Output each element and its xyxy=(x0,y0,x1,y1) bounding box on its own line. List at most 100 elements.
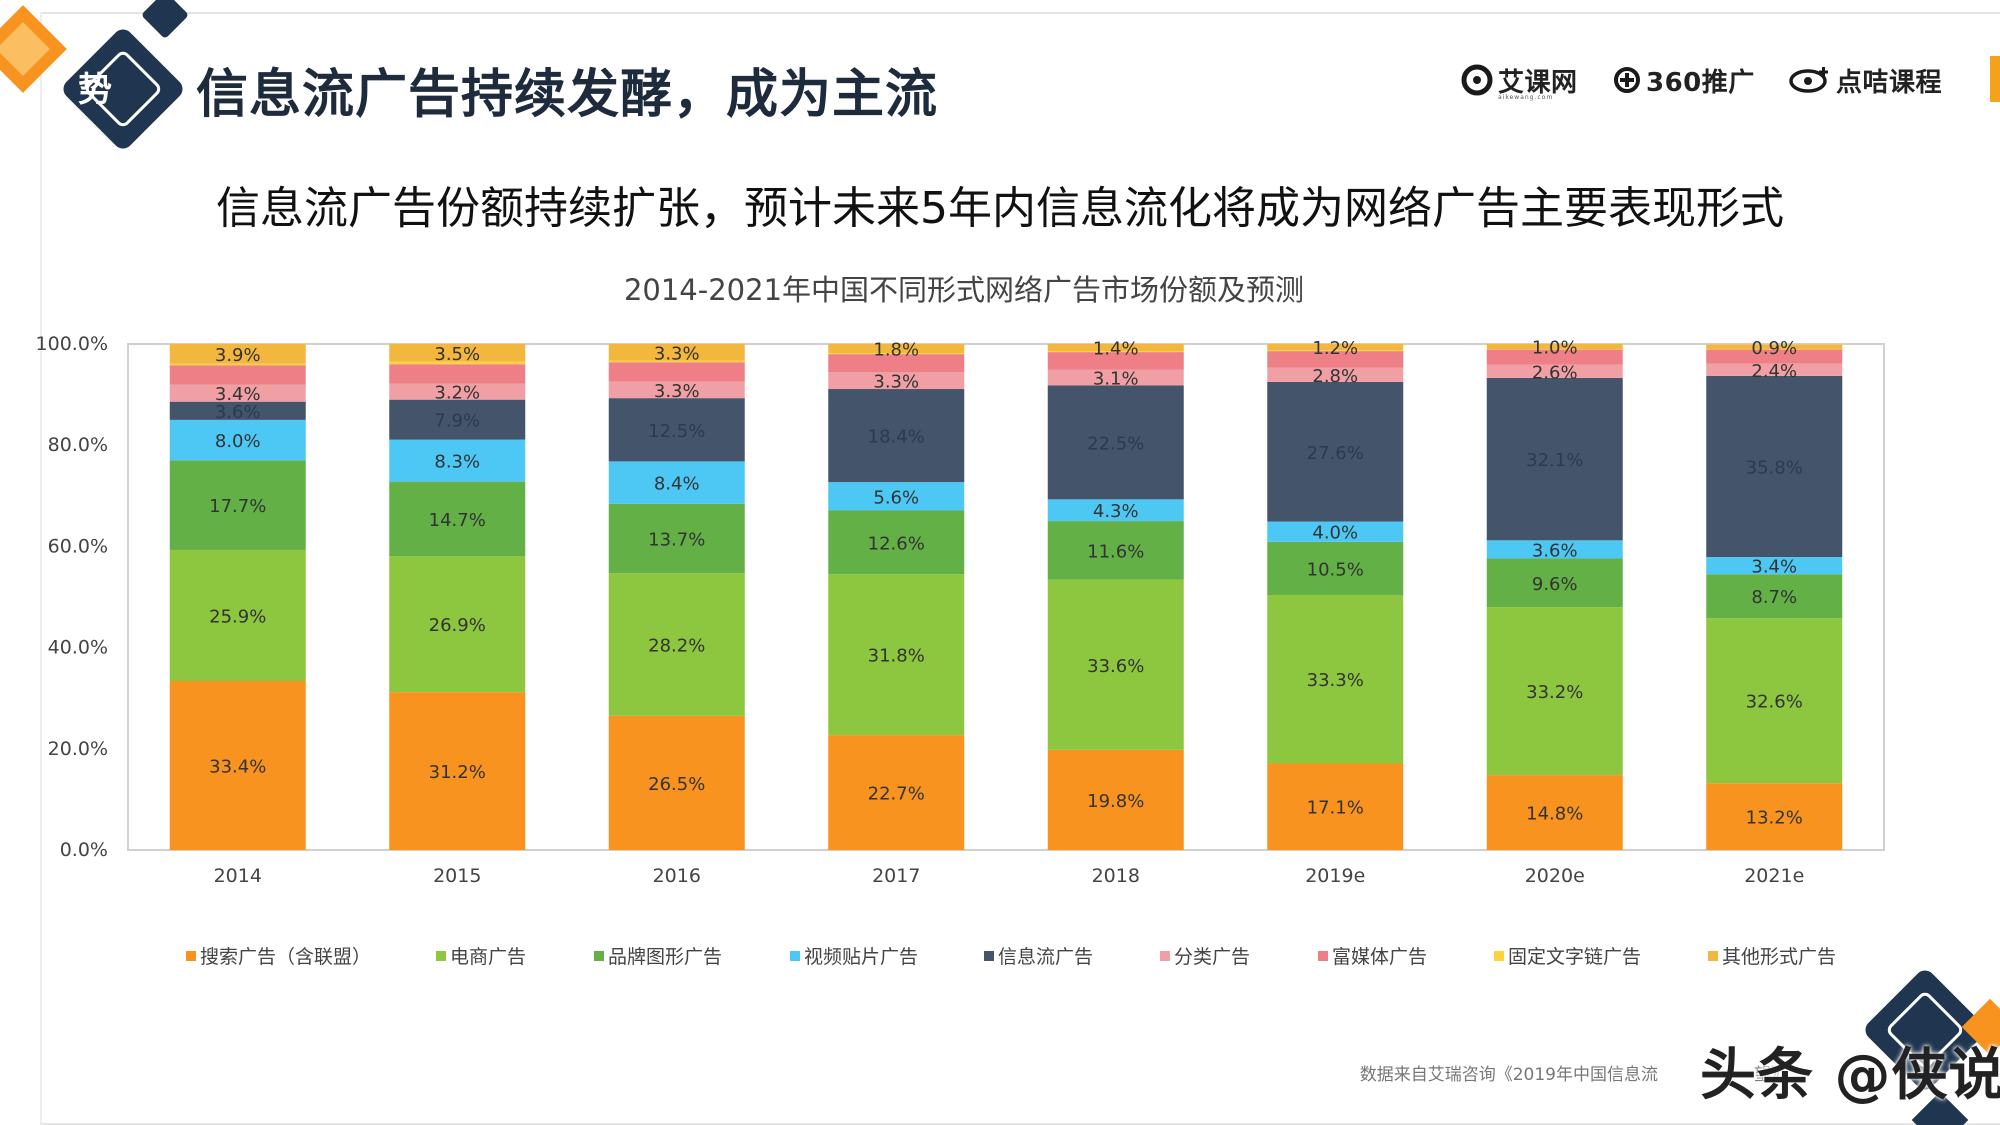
data-label: 33.4% xyxy=(209,756,266,777)
bar-segment xyxy=(1267,521,1404,542)
top-rule xyxy=(40,12,2000,14)
watermark: 头条 @侠说 xyxy=(1700,1043,2000,1108)
data-label: 3.3% xyxy=(654,343,700,364)
legend-item: 信息流广告 xyxy=(984,942,1093,969)
data-label: 3.3% xyxy=(654,381,700,402)
data-label: 5.6% xyxy=(873,487,919,508)
data-label: 12.5% xyxy=(648,421,705,442)
bar-segment xyxy=(1267,367,1404,382)
bar-segment xyxy=(828,574,965,736)
data-label: 33.6% xyxy=(1087,656,1144,677)
data-label: 32.1% xyxy=(1526,450,1583,471)
data-source-note: 数据来自艾瑞咨询《2019年中国信息流 望》 xyxy=(1360,1060,1788,1085)
aikewang-logo-icon xyxy=(1461,64,1493,96)
legend-item: 分类广告 xyxy=(1160,942,1250,969)
bar-segment xyxy=(1267,350,1404,352)
legend-label: 搜索广告（含联盟） xyxy=(200,946,372,968)
bar-segment xyxy=(389,344,526,362)
navy-large-diamond-icon xyxy=(63,29,183,149)
x-tick-label: 2019e xyxy=(1305,865,1365,887)
legend-label: 分类广告 xyxy=(1174,946,1251,968)
y-tick-label: 40.0% xyxy=(48,637,108,659)
y-tick-label: 80.0% xyxy=(48,434,108,456)
data-label: 3.5% xyxy=(434,344,480,365)
bar-segment xyxy=(828,344,965,354)
data-label: 4.0% xyxy=(1312,523,1358,544)
bar-segment xyxy=(1486,377,1623,541)
bar-segment xyxy=(1047,344,1184,352)
bar-segment xyxy=(608,381,745,399)
360-logo-icon xyxy=(1614,67,1640,93)
data-label: 26.9% xyxy=(429,615,486,636)
logo-aikewang: 艾课网 aikewang.com xyxy=(1460,60,1578,101)
data-label: 3.6% xyxy=(215,402,261,423)
bar-segment xyxy=(828,510,965,575)
y-tick-label: 100.0% xyxy=(36,333,108,355)
chart-title: 2014-2021年中国不同形式网络广告市场份额及预测 xyxy=(624,273,1304,307)
bottom-rule xyxy=(40,1123,2000,1125)
navy-footer-small-diamond-icon xyxy=(1911,1091,1969,1125)
bar-segment xyxy=(1486,558,1623,608)
left-rule xyxy=(40,12,42,1125)
data-label: 22.5% xyxy=(1087,433,1144,454)
bar-segment xyxy=(608,503,745,574)
bar-segment xyxy=(169,401,306,420)
legend-swatch xyxy=(1318,950,1328,961)
data-label: 8.0% xyxy=(215,431,261,452)
bar-segment xyxy=(169,363,306,366)
footer-diamond-decoration xyxy=(1865,970,2000,1125)
bar-segment xyxy=(1267,594,1404,764)
navy-footer-diamond-icon xyxy=(1865,970,1985,1090)
bar-segment xyxy=(1486,775,1623,850)
legend-label: 富媒体广告 xyxy=(1332,946,1428,968)
data-source-text: 数据来自艾瑞咨询《2019年中国信息流 xyxy=(1359,1065,1658,1085)
logo-aikewang-name: 艾课网 xyxy=(1498,67,1578,98)
bar-segment xyxy=(1706,618,1843,784)
legend-item: 富媒体广告 xyxy=(1318,942,1427,969)
data-label: 1.0% xyxy=(1532,338,1578,359)
data-label: 1.4% xyxy=(1093,339,1139,360)
bar-segment xyxy=(389,556,526,693)
x-tick-label: 2016 xyxy=(653,865,701,887)
legend-swatch xyxy=(1160,950,1170,961)
x-tick-label: 2021e xyxy=(1744,865,1804,887)
legend-item: 其他形式广告 xyxy=(1708,942,1836,969)
bar-segment xyxy=(1047,369,1184,386)
bar-segment xyxy=(1706,363,1843,376)
data-label: 3.4% xyxy=(215,384,261,405)
logo-dianzi: 点咭课程 xyxy=(1788,60,1942,100)
page-title: 信息流广告持续发酵，成为主流 xyxy=(196,65,939,125)
bar-segment xyxy=(169,365,306,385)
bar-segment xyxy=(1047,521,1184,580)
orange-footer-diamond-icon xyxy=(1961,998,2000,1056)
logo-360-name: 360推广 xyxy=(1646,67,1755,98)
bar-segment xyxy=(608,362,745,382)
legend-label: 信息流广告 xyxy=(998,946,1094,968)
legend-label: 品牌图形广告 xyxy=(608,946,723,968)
bar-segment xyxy=(1706,574,1843,619)
data-label: 1.2% xyxy=(1312,338,1358,359)
data-label: 33.3% xyxy=(1307,670,1364,691)
data-label: 3.2% xyxy=(434,383,480,404)
legend-item: 电商广告 xyxy=(436,942,526,969)
y-tick-label: 60.0% xyxy=(48,535,108,557)
data-label: 14.7% xyxy=(429,510,486,531)
bar-segment xyxy=(169,344,306,364)
legend-label: 视频贴片广告 xyxy=(804,946,919,968)
data-label: 31.2% xyxy=(429,762,486,783)
data-label: 31.8% xyxy=(868,646,925,667)
bar-segment xyxy=(828,372,965,390)
bar-segment xyxy=(169,680,306,850)
legend-swatch xyxy=(1494,950,1504,961)
data-label: 0.9% xyxy=(1751,338,1797,359)
data-label: 25.9% xyxy=(209,606,266,627)
slide-subtitle: 信息流广告份额持续扩张，预计未来5年内信息流化将成为网络广告主要表现形式 xyxy=(216,183,1784,234)
bar-segment xyxy=(1706,344,1843,350)
data-label: 8.7% xyxy=(1751,587,1797,608)
bar-segment xyxy=(1267,541,1404,595)
legend-swatch xyxy=(1708,950,1718,961)
plot-frame xyxy=(127,343,1885,851)
bar-segment xyxy=(608,398,745,462)
bar-segment xyxy=(828,482,965,511)
data-label: 7.9% xyxy=(434,411,480,432)
